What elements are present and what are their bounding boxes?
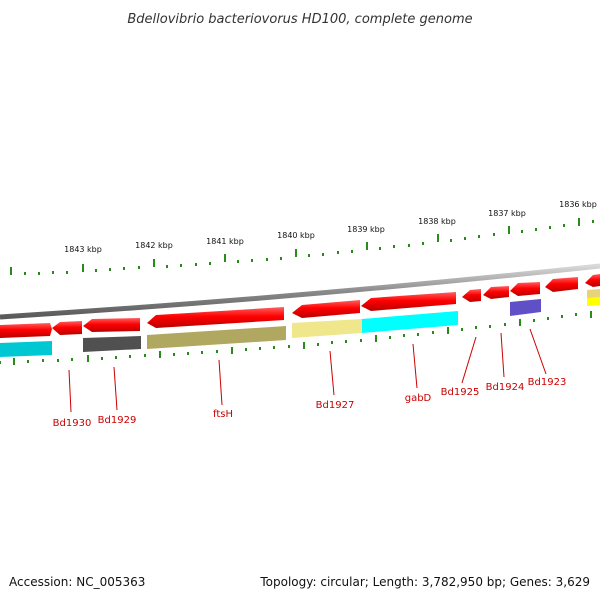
forward-gene-arrow xyxy=(510,282,540,296)
gene-label-ftsh: ftsH xyxy=(213,409,233,420)
forward-gene-arrow xyxy=(147,307,284,328)
kbp-label: 1841 kbp xyxy=(206,237,244,246)
forward-gene-arrow xyxy=(545,277,578,292)
kbp-label: 1837 kbp xyxy=(488,209,526,218)
gene-label-lines xyxy=(68,328,547,413)
gene-block-gabd xyxy=(362,311,458,333)
kbp-label: 1838 kbp xyxy=(418,217,456,226)
gene-labels: Bd1930 Bd1929 ftsH Bd1927 gabD Bd1925 Bd… xyxy=(53,377,567,429)
forward-gene-arrow xyxy=(585,274,600,287)
gene-label-gabd: gabD xyxy=(405,393,432,404)
forward-gene-arrow xyxy=(83,318,140,332)
gene-label-bd1930: Bd1930 xyxy=(53,418,92,429)
gene-block-bd1929 xyxy=(83,336,141,352)
gene-label-bd1925: Bd1925 xyxy=(441,387,480,398)
gene-label-bd1924: Bd1924 xyxy=(486,382,525,393)
forward-gene-arrow xyxy=(462,289,481,302)
gene-label-bd1923: Bd1923 xyxy=(528,377,567,388)
gene-label-bd1929: Bd1929 xyxy=(98,415,137,426)
kbp-label: 1836 kbp xyxy=(559,200,597,209)
gene-block-bd1927 xyxy=(292,319,362,338)
kbp-label: 1839 kbp xyxy=(347,225,385,234)
kbp-label: 1843 kbp xyxy=(64,245,102,254)
outer-tick-ring xyxy=(10,218,594,275)
gene-label-bd1927: Bd1927 xyxy=(316,400,355,411)
gene-block-ftsh xyxy=(147,326,286,349)
forward-gene-arrow xyxy=(52,321,82,335)
forward-gene-arrow xyxy=(292,300,360,318)
kbp-label: 1842 kbp xyxy=(135,241,173,250)
accession-text: Accession: NC_005363 xyxy=(9,575,146,589)
inner-tick-ring xyxy=(0,311,592,365)
gene-block-bd1930 xyxy=(0,341,52,357)
genome-title: Bdellovibrio bacteriovorus HD100, comple… xyxy=(127,12,472,27)
topology-text: Topology: circular; Length: 3,782,950 bp… xyxy=(260,575,590,589)
gene-block-bd1923 xyxy=(510,299,541,316)
kbp-labels: 1843 kbp 1842 kbp 1841 kbp 1840 kbp 1839… xyxy=(64,200,597,254)
gene-block-khaki xyxy=(587,289,600,298)
forward-strand-genes xyxy=(0,274,600,338)
forward-gene-arrow xyxy=(0,323,52,338)
forward-gene-arrow xyxy=(483,286,509,299)
kbp-label: 1840 kbp xyxy=(277,231,315,240)
reverse-strand-genes xyxy=(0,289,600,357)
forward-gene-arrow xyxy=(361,292,456,311)
genome-backbone xyxy=(0,263,600,320)
